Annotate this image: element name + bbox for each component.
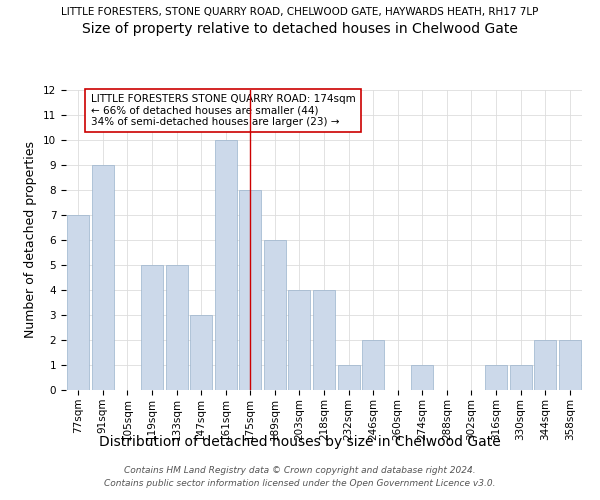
Text: LITTLE FORESTERS, STONE QUARRY ROAD, CHELWOOD GATE, HAYWARDS HEATH, RH17 7LP: LITTLE FORESTERS, STONE QUARRY ROAD, CHE… — [61, 8, 539, 18]
Bar — [92, 165, 114, 390]
Bar — [264, 240, 286, 390]
Text: Contains HM Land Registry data © Crown copyright and database right 2024.
Contai: Contains HM Land Registry data © Crown c… — [104, 466, 496, 487]
Text: Size of property relative to detached houses in Chelwood Gate: Size of property relative to detached ho… — [82, 22, 518, 36]
Bar — [338, 365, 359, 390]
Bar — [166, 265, 188, 390]
Bar — [67, 215, 89, 390]
Bar — [141, 265, 163, 390]
Bar — [411, 365, 433, 390]
Bar — [534, 340, 556, 390]
Bar — [215, 140, 237, 390]
Bar — [313, 290, 335, 390]
Bar — [190, 315, 212, 390]
Bar — [559, 340, 581, 390]
Y-axis label: Number of detached properties: Number of detached properties — [25, 142, 37, 338]
Bar — [509, 365, 532, 390]
Text: LITTLE FORESTERS STONE QUARRY ROAD: 174sqm
← 66% of detached houses are smaller : LITTLE FORESTERS STONE QUARRY ROAD: 174s… — [91, 94, 355, 127]
Text: Distribution of detached houses by size in Chelwood Gate: Distribution of detached houses by size … — [99, 435, 501, 449]
Bar — [289, 290, 310, 390]
Bar — [362, 340, 384, 390]
Bar — [239, 190, 262, 390]
Bar — [485, 365, 507, 390]
